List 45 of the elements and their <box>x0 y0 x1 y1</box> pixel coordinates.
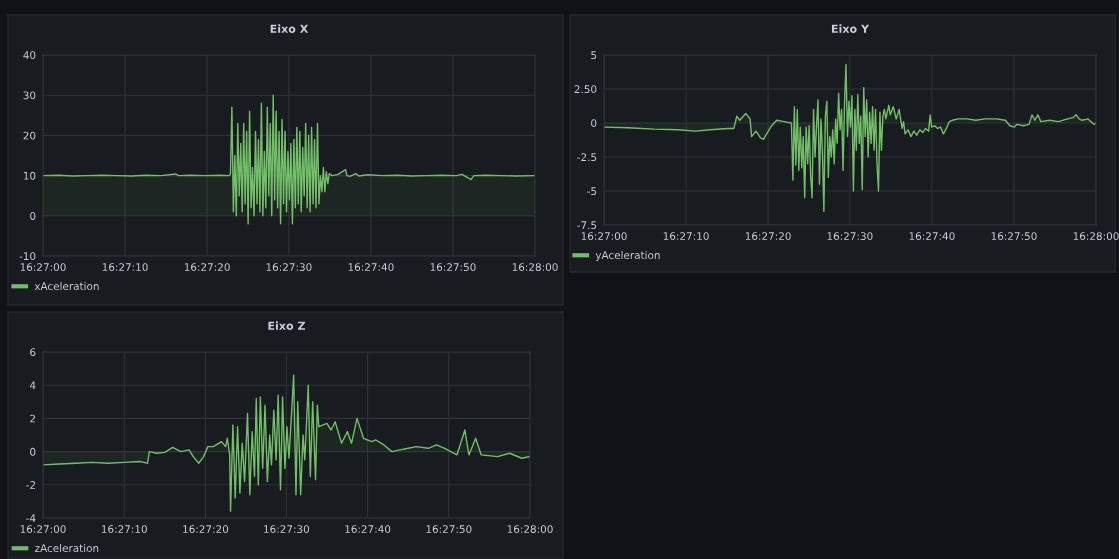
x-tick-label: 16:28:00 <box>507 525 553 534</box>
chart-title: Eixo Y <box>831 24 870 33</box>
y-tick-label: -2.5 <box>577 153 597 162</box>
x-tick-label: 16:27:30 <box>827 232 873 241</box>
y-tick-label: 0 <box>30 447 36 456</box>
x-tick-label: 16:27:40 <box>348 263 394 272</box>
y-tick-label: 4 <box>29 381 36 390</box>
x-tick-label: 16:27:20 <box>745 232 791 241</box>
legend-label: xAceleration <box>34 282 99 291</box>
x-tick-label: 16:28:00 <box>512 263 558 272</box>
x-tick-label: 16:27:40 <box>909 232 955 241</box>
chart-title: Eixo Z <box>268 321 306 330</box>
y-tick-label: -5 <box>587 187 597 196</box>
y-tick-label: 5 <box>591 51 597 60</box>
y-tick-label: 0 <box>591 119 597 128</box>
x-tick-label: 16:27:40 <box>345 525 391 534</box>
y-tick-label: 20 <box>23 131 36 140</box>
x-tick-label: 16:27:20 <box>184 263 230 272</box>
x-tick-label: 16:27:50 <box>991 232 1037 241</box>
y-tick-label: 0 <box>30 212 36 220</box>
x-tick-label: 16:27:00 <box>20 525 66 534</box>
y-tick-label: -7.5 <box>577 221 597 230</box>
x-tick-label: 16:27:20 <box>183 525 229 534</box>
legend-label: yAceleration <box>595 251 660 262</box>
x-tick-label: 16:27:30 <box>266 263 312 272</box>
x-tick-label: 16:27:10 <box>663 232 709 241</box>
y-tick-label: 6 <box>30 348 36 357</box>
x-tick-label: 16:27:50 <box>426 525 472 534</box>
y-tick-label: 40 <box>23 51 36 60</box>
y-tick-label: 30 <box>23 91 36 100</box>
chart-title: Eixo X <box>270 24 309 33</box>
x-tick-label: 16:27:00 <box>20 263 66 272</box>
y-tick-label: 2 <box>30 414 36 423</box>
x-tick-label: 16:27:10 <box>102 263 148 272</box>
x-tick-label: 16:27:50 <box>430 263 476 272</box>
x-tick-label: 16:27:10 <box>101 525 147 534</box>
y-tick-label: -2 <box>26 481 36 489</box>
x-tick-label: 16:28:00 <box>1073 232 1119 241</box>
y-tick-label: 2.50 <box>574 85 597 94</box>
legend-label: zAceleration <box>35 544 99 553</box>
y-tick-label: 10 <box>23 171 36 180</box>
y-tick-label: -10 <box>19 252 36 261</box>
y-tick-label: -4 <box>26 514 36 522</box>
x-tick-label: 16:27:30 <box>264 525 310 534</box>
x-tick-label: 16:27:00 <box>581 232 627 241</box>
